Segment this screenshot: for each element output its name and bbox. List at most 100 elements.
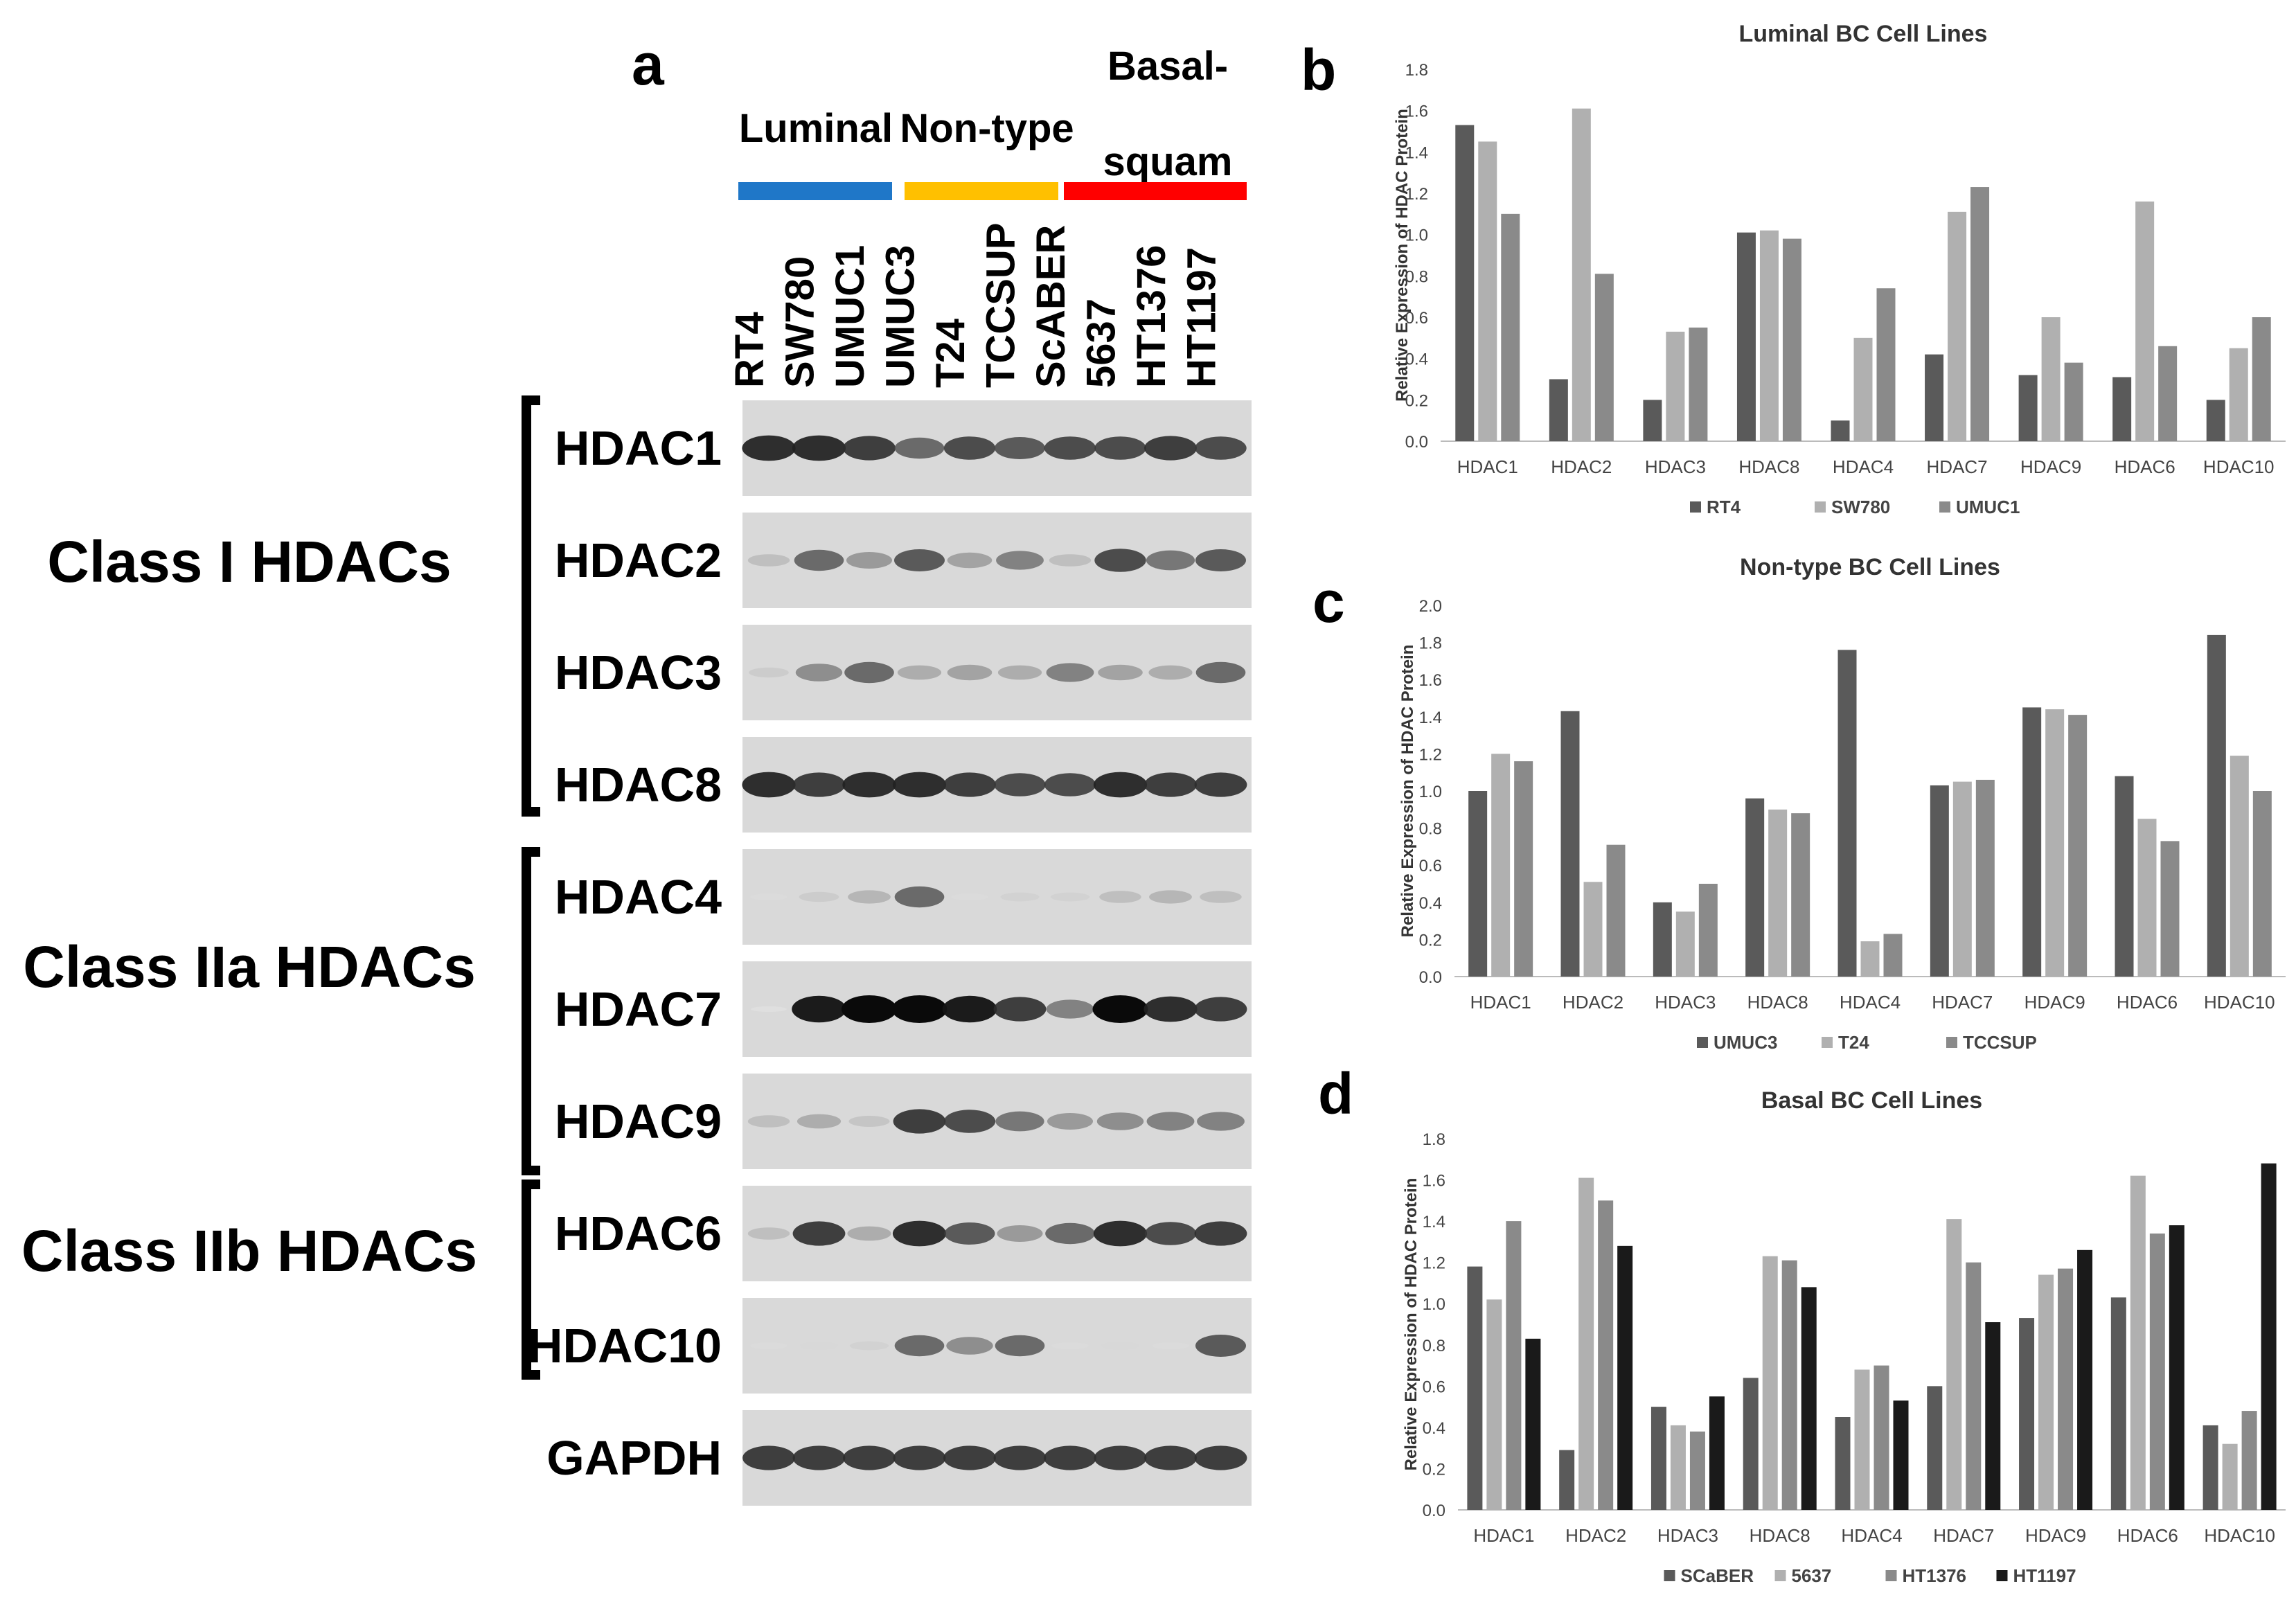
chart-b-bar-rt4-hdac10	[2206, 400, 2225, 441]
blot-band-hdac3-ht1376	[1148, 665, 1193, 680]
chart-b-bar-rt4-hdac1	[1455, 125, 1475, 442]
blot-band-hdac3-tccsup	[997, 665, 1042, 680]
blot-band-hdac1-tccsup	[995, 437, 1045, 459]
blot-band-hdac6-tccsup	[997, 1225, 1043, 1242]
chart-d-xtick-hdac1: HDAC1	[1473, 1525, 1534, 1546]
chart-d-bar-5637-hdac1	[1486, 1299, 1502, 1510]
blot-band-hdac6-t24	[944, 1222, 995, 1245]
chart-c-bar-umuc3-hdac9	[2022, 707, 2042, 977]
chart-d-ytick: 0.8	[1423, 1337, 1445, 1355]
chart-d-xtick-hdac8: HDAC8	[1750, 1525, 1810, 1546]
chart-b-bar-umuc1-hdac9	[2064, 362, 2083, 441]
chart-b-bar-rt4-hdac8	[1736, 232, 1756, 441]
chart-c-bar-tccsup-hdac2	[1606, 844, 1626, 977]
chart-c-legend-swatch-t24	[1822, 1037, 1833, 1048]
chart-b-ytick: 0.6	[1405, 309, 1428, 328]
chart-c-bar-umuc3-hdac6	[2115, 776, 2134, 977]
lane-label-5637: 5637	[1079, 299, 1124, 388]
blot-band-hdac4-scaber	[1050, 892, 1090, 902]
chart-c-xtick-hdac7: HDAC7	[1932, 992, 1993, 1013]
blot-band-hdac6-umuc1	[847, 1226, 891, 1241]
blot-band-gapdh-t24	[943, 1445, 996, 1470]
blot-band-hdac9-umuc3	[893, 1109, 946, 1134]
blot-band-hdac3-ht1197	[1195, 661, 1246, 684]
blot-band-hdac4-5637	[1099, 891, 1141, 903]
blot-band-hdac3-scaber	[1046, 663, 1094, 682]
bar-charts: b Luminal BC Cell Lines Relative Expressio…	[1301, 21, 2286, 1586]
chart-d-bar-scaber-hdac3	[1650, 1407, 1666, 1510]
blot-band-hdac9-rt4	[747, 1115, 790, 1128]
chart-d-ylabel: Relative Expression of HDAC Protein	[1402, 1178, 1421, 1471]
lane-label-umuc3: UMUC3	[878, 245, 923, 388]
chart-c-legend-t24: T24	[1838, 1032, 1869, 1053]
blot-band-hdac9-tccsup	[995, 1111, 1044, 1132]
blot-band-hdac8-ht1197	[1194, 772, 1247, 797]
blot-band-hdac2-rt4	[747, 554, 790, 567]
chart-b-bar-sw780-hdac7	[1948, 211, 1967, 441]
chart-d-bar-scaber-hdac8	[1743, 1378, 1759, 1510]
chart-d-bar-ht1376-hdac1	[1506, 1221, 1522, 1510]
chart-d-bar-scaber-hdac2	[1559, 1450, 1575, 1510]
chart-d-ytick: 1.8	[1423, 1130, 1445, 1149]
blot-band-hdac10-ht1376	[1152, 1342, 1189, 1349]
chart-c-legend-swatch-umuc3	[1697, 1037, 1708, 1048]
chart-c-bar-t24-hdac2	[1583, 882, 1603, 977]
chart-d-bar-5637-hdac8	[1762, 1256, 1778, 1510]
class-label-class-iib: Class IIb HDACs	[21, 1218, 477, 1283]
chart-b-legend-sw780: SW780	[1831, 497, 1890, 517]
chart-d-xtick-hdac10: HDAC10	[2204, 1525, 2275, 1546]
chart-c-bar-tccsup-hdac3	[1698, 884, 1718, 977]
chart-b-ytick: 0.4	[1405, 350, 1428, 369]
blot-band-hdac6-sw780	[792, 1221, 846, 1246]
chart-c-ytick: 2.0	[1419, 597, 1442, 616]
group-label-basal-line2: squam	[1103, 139, 1233, 184]
class-label-class-iia: Class IIa HDACs	[23, 934, 476, 999]
chart-b-bar-umuc1-hdac8	[1782, 238, 1801, 441]
blot-label-gapdh: GAPDH	[546, 1431, 722, 1485]
blot-band-hdac2-5637	[1094, 549, 1146, 572]
blot-band-hdac8-scaber	[1044, 773, 1096, 796]
blot-band-hdac4-rt4	[750, 893, 787, 900]
blot-band-hdac1-t24	[943, 436, 996, 460]
chart-d-bar-ht1197-hdac7	[1985, 1322, 2001, 1510]
chart-d-ytick: 0.6	[1423, 1378, 1445, 1396]
chart-d-ytick: 0.0	[1423, 1502, 1445, 1520]
blot-band-hdac7-5637	[1092, 995, 1148, 1023]
chart-c-bar-umuc3-hdac10	[2207, 634, 2226, 977]
blot-band-gapdh-scaber	[1044, 1445, 1096, 1470]
chart-b-bar-umuc1-hdac4	[1876, 288, 1896, 441]
chart-b-legend-swatch-rt4	[1690, 501, 1701, 513]
chart-d-bar-ht1197-hdac1	[1525, 1338, 1541, 1510]
lane-label-sw780: SW780	[778, 256, 823, 388]
blot-band-hdac1-ht1376	[1144, 436, 1197, 461]
chart-d-bar-5637-hdac10	[2222, 1443, 2238, 1510]
chart-d-ytick: 1.2	[1423, 1254, 1445, 1273]
chart-c-ytick: 1.4	[1419, 709, 1442, 727]
blot-band-hdac9-umuc1	[848, 1116, 890, 1127]
chart-d-legend-swatch-5637	[1774, 1570, 1786, 1581]
blot-band-hdac10-umuc3	[894, 1335, 945, 1357]
blot-label-hdac3: HDAC3	[555, 646, 722, 700]
lane-label-rt4: RT4	[727, 312, 772, 388]
blot-band-hdac10-5637	[1101, 1342, 1139, 1350]
chart-c-bar-t24-hdac7	[1952, 781, 1972, 977]
panel-b-letter: b	[1301, 37, 1336, 103]
chart-b-bar-umuc1-hdac6	[2158, 346, 2178, 441]
chart-c-bar-umuc3-hdac1	[1468, 791, 1488, 977]
blot-band-hdac4-umuc3	[894, 886, 945, 908]
chart-c-legend-tccsup: TCCSUP	[1963, 1032, 2037, 1053]
chart-d-bar-5637-hdac6	[2130, 1175, 2146, 1510]
chart-d-bar-ht1197-hdac10	[2261, 1163, 2277, 1510]
blot-band-hdac10-ht1197	[1195, 1335, 1246, 1357]
chart-d-bar-scaber-hdac9	[2019, 1318, 2035, 1510]
chart-d-bar-ht1376-hdac8	[1781, 1260, 1797, 1510]
chart-b: b Luminal BC Cell Lines Relative Expressio…	[1301, 21, 2286, 517]
blot-band-hdac3-rt4	[749, 667, 789, 678]
chart-b-bar-sw780-hdac1	[1478, 141, 1497, 441]
chart-b-bar-sw780-hdac10	[2229, 348, 2248, 441]
chart-d-legend-swatch-ht1197	[1996, 1570, 2008, 1581]
blot-band-hdac8-ht1376	[1144, 772, 1197, 797]
chart-d-ytick: 1.4	[1423, 1213, 1445, 1231]
blot-label-hdac7: HDAC7	[555, 982, 722, 1036]
chart-b-bar-rt4-hdac6	[2112, 377, 2132, 441]
